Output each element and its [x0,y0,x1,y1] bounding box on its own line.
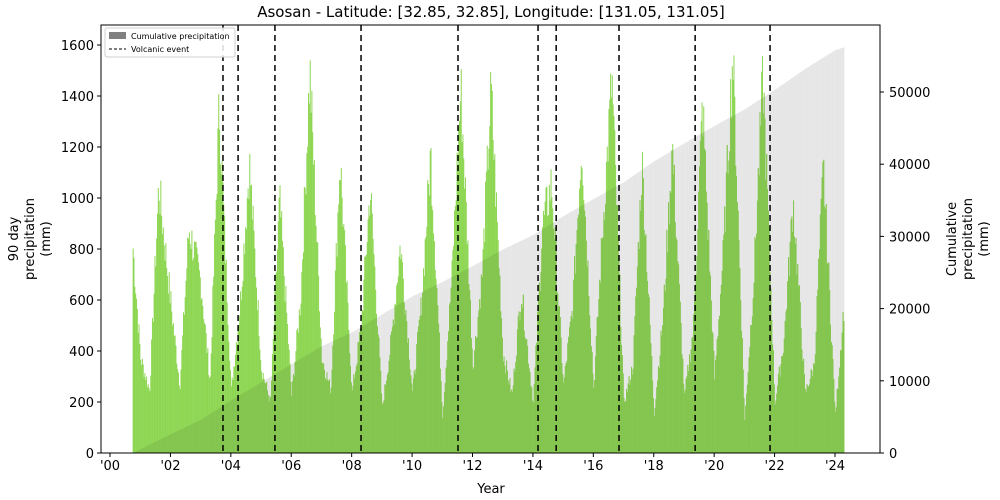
svg-text:'24: '24 [825,459,845,474]
legend-cumulative-label: Cumulative precipitation [131,32,230,41]
svg-text:'04: '04 [221,459,241,474]
svg-text:'06: '06 [281,459,301,474]
svg-text:precipitation: precipitation [23,198,38,280]
svg-text:200: 200 [69,396,94,411]
svg-text:30000: 30000 [889,230,930,245]
svg-text:1000: 1000 [61,192,94,207]
svg-text:600: 600 [69,294,94,309]
y-axis-right-label: Cumulative precipitation (mm) [945,198,992,280]
svg-text:0: 0 [889,447,897,462]
svg-text:'14: '14 [523,459,543,474]
x-axis-label: Year [476,482,505,497]
y-axis-left-label: 90 day precipitation (mm) [7,198,54,280]
svg-text:'08: '08 [342,459,362,474]
svg-text:1600: 1600 [61,39,94,54]
svg-text:1400: 1400 [61,90,94,105]
svg-text:'10: '10 [402,459,422,474]
svg-text:50000: 50000 [889,86,930,101]
svg-text:10000: 10000 [889,375,930,390]
legend-box [104,27,236,58]
svg-text:800: 800 [69,243,94,258]
cumulative-swatch-icon [109,32,126,39]
x-axis-ticks: '00 '02 '04 '06 '08 '10 '12 '14 '16 '18 '20 '22 '24 [100,453,845,474]
svg-text:0: 0 [86,447,94,462]
volcanic-event-lines [222,25,771,453]
svg-text:'12: '12 [462,459,482,474]
y-axis-left-ticks: 0 200 400 600 800 1000 1200 1400 1600 [61,39,101,462]
svg-text:40000: 40000 [889,158,930,173]
svg-text:400: 400 [69,345,94,360]
svg-text:precipitation: precipitation [961,198,976,280]
svg-text:'22: '22 [765,459,785,474]
svg-text:'02: '02 [160,459,180,474]
ninety-day-precipitation-bars [132,55,845,454]
svg-text:20000: 20000 [889,303,930,318]
y-axis-right-ticks: 0 10000 20000 30000 40000 50000 [880,86,930,462]
plot-frame [100,24,881,454]
svg-text:(mm): (mm) [977,221,992,256]
svg-text:'20: '20 [704,459,724,474]
svg-text:'00: '00 [100,459,120,474]
svg-text:1200: 1200 [61,141,94,156]
legend: Cumulative precipitation Volcanic event [104,27,236,58]
legend-volcanic-label: Volcanic event [131,45,189,54]
svg-text:'18: '18 [644,459,664,474]
svg-text:90 day: 90 day [7,216,22,261]
svg-text:'16: '16 [583,459,603,474]
svg-text:(mm): (mm) [39,221,54,256]
svg-text:Cumulative: Cumulative [945,202,960,276]
chart-title: Asosan - Latitude: [32.85, 32.85], Longi… [257,3,725,21]
